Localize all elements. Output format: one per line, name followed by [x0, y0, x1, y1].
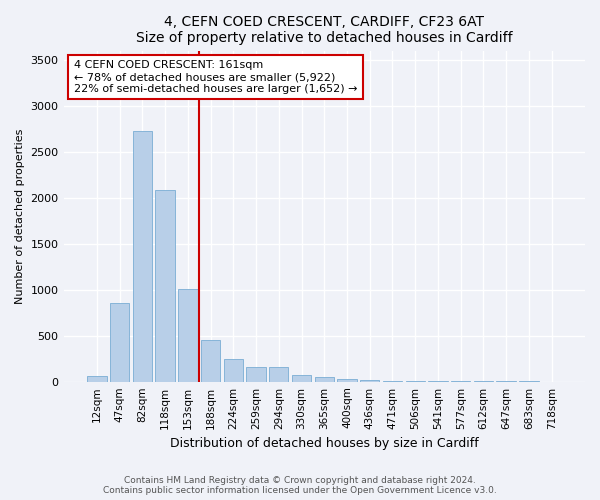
- Bar: [133, 130, 152, 382]
- Bar: [383, 381, 402, 382]
- Bar: [292, 375, 311, 382]
- X-axis label: Distribution of detached houses by size in Cardiff: Distribution of detached houses by size …: [170, 437, 479, 450]
- Bar: [314, 377, 334, 382]
- Bar: [247, 367, 266, 382]
- Bar: [269, 367, 289, 382]
- Bar: [178, 289, 197, 382]
- Bar: [155, 190, 175, 382]
- Bar: [337, 379, 356, 382]
- Bar: [87, 376, 107, 382]
- Bar: [224, 358, 243, 382]
- Y-axis label: Number of detached properties: Number of detached properties: [15, 128, 25, 304]
- Bar: [360, 380, 379, 382]
- Title: 4, CEFN COED CRESCENT, CARDIFF, CF23 6AT
Size of property relative to detached h: 4, CEFN COED CRESCENT, CARDIFF, CF23 6AT…: [136, 15, 512, 45]
- Bar: [201, 340, 220, 382]
- Bar: [110, 303, 130, 382]
- Text: Contains HM Land Registry data © Crown copyright and database right 2024.
Contai: Contains HM Land Registry data © Crown c…: [103, 476, 497, 495]
- Text: 4 CEFN COED CRESCENT: 161sqm
← 78% of detached houses are smaller (5,922)
22% of: 4 CEFN COED CRESCENT: 161sqm ← 78% of de…: [74, 60, 358, 94]
